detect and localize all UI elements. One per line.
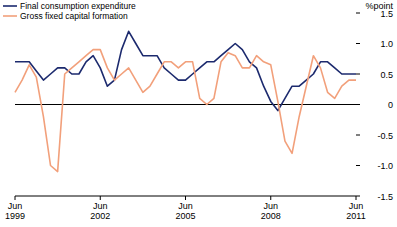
legend-label: Gross fixed capital formation [20,11,128,21]
y-tick [356,196,360,197]
x-tick-label-line: Jun [93,201,108,211]
legend-swatch [3,15,17,17]
y-tick-label: -0.5 [377,131,393,141]
y-tick [356,43,360,44]
y-tick [356,74,360,75]
x-tick [270,196,271,200]
x-tick-label-line: Jun [349,201,364,211]
y-axis-label: %point [365,1,393,11]
x-tick-label: Jun2002 [90,201,110,221]
y-tick [356,165,360,166]
x-tick-label: Jun2011 [346,201,365,221]
x-tick-label-line: 2005 [175,211,195,221]
x-tick-label-line: Jun [178,201,193,211]
x-tick-label-line: 2011 [346,211,365,221]
y-tick-label: 0 [388,100,393,110]
series-line [15,50,356,172]
x-tick-label-line: Jun [8,201,23,211]
x-tick-label-line: 1999 [5,211,25,221]
x-tick-label: Jun2008 [261,201,281,221]
y-tick-label: 1.0 [380,39,393,49]
y-tick [356,13,360,14]
x-tick [185,196,186,200]
x-tick-label: Jun2005 [175,201,195,221]
legend-label: Final consumption expenditure [20,1,136,11]
series-line [15,31,356,110]
y-tick-label: 0.5 [380,70,393,80]
legend-swatch [3,5,17,7]
y-tick-label: -1.0 [377,161,393,171]
zero-line [15,104,356,105]
x-tick-label-line: Jun [263,201,278,211]
x-tick-label-line: 2002 [90,211,110,221]
y-tick [356,135,360,136]
x-tick [356,196,357,200]
x-tick-label: Jun1999 [5,201,25,221]
plot-area [15,31,356,171]
x-tick [100,196,101,200]
chart: -1.5-1.0-0.500.51.01.5%pointJun1999Jun20… [0,0,397,227]
x-tick-label-line: 2008 [261,211,281,221]
x-tick [15,196,16,200]
y-tick-label: -1.5 [377,192,393,202]
y-tick [356,104,360,105]
